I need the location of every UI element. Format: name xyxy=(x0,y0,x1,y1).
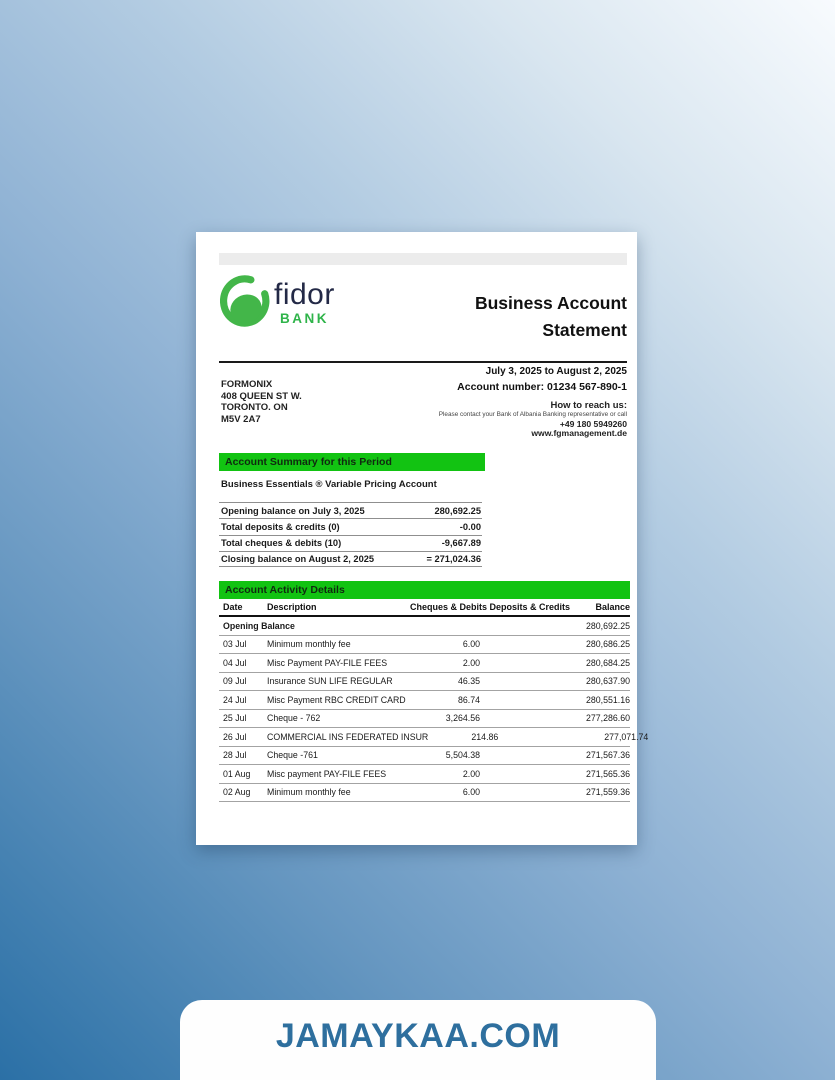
document-title: Business Account Statement xyxy=(475,290,627,343)
transaction-balance: 280,684.25 xyxy=(585,657,630,668)
header-divider xyxy=(219,361,627,363)
account-summary-table: Opening balance on July 3, 2025 280,692.… xyxy=(219,502,482,568)
transaction-debit: 5,504.38 xyxy=(445,750,480,761)
contact-note: Please contact your Bank of Albania Bank… xyxy=(438,411,627,418)
transaction-description: Misc payment PAY-FILE FEES xyxy=(267,768,387,779)
transaction-row: 03 Jul Minimum monthly fee 6.00 280,686.… xyxy=(219,636,630,654)
transaction-description: Minimum monthly fee xyxy=(267,639,351,650)
statement-period: July 3, 2025 to August 2, 2025 xyxy=(485,366,627,377)
transaction-row: 02 Aug Minimum monthly fee 6.00 271,559.… xyxy=(219,784,630,802)
summary-row: Total deposits & credits (0) -0.00 xyxy=(219,518,482,534)
document-title-line2: Statement xyxy=(542,319,627,340)
document-title-line1: Business Account xyxy=(474,293,627,313)
transaction-date: 09 Jul xyxy=(223,676,247,687)
transaction-row: 28 Jul Cheque -761 5,504.38 271,567.36 xyxy=(219,747,630,765)
transaction-date: 25 Jul xyxy=(223,713,247,724)
watermark-text: JAMAYKAA.COM xyxy=(275,1017,561,1055)
transaction-row: 24 Jul Misc Payment RBC CREDIT CARD 86.7… xyxy=(219,691,630,710)
transaction-debit: 46.35 xyxy=(457,676,480,687)
summary-row: Opening balance on July 3, 2025 280,692.… xyxy=(219,502,482,518)
transaction-row: 04 Jul Misc Payment PAY-FILE FEES 2.00 2… xyxy=(219,654,630,673)
transaction-date: 28 Jul xyxy=(223,750,247,761)
recipient-name: FORMONIX xyxy=(221,379,273,390)
summary-row-value: -0.00 xyxy=(459,521,481,532)
contact-block: How to reach us: Please contact your Ban… xyxy=(439,400,627,439)
fidor-logo-icon xyxy=(220,275,270,327)
transaction-debit: 2.00 xyxy=(462,768,480,779)
summary-row-label: Total cheques & debits (10) xyxy=(221,538,342,549)
account-number: Account number: 01234 567-890-1 xyxy=(457,381,627,393)
transaction-debit: 2.00 xyxy=(462,657,480,668)
summary-row-label: Total deposits & credits (0) xyxy=(221,521,340,532)
transaction-balance: 271,559.36 xyxy=(585,787,630,798)
summary-row-label: Closing balance on August 2, 2025 xyxy=(221,554,375,565)
transaction-date: 01 Aug xyxy=(223,768,251,779)
transaction-description: Misc Payment RBC CREDIT CARD xyxy=(267,694,406,705)
contact-website: www.fgmanagement.de xyxy=(531,428,627,438)
summary-row: Total cheques & debits (10) -9,667.89 xyxy=(219,534,482,551)
transaction-balance: 271,567.36 xyxy=(585,750,630,761)
transaction-description: Cheque -761 xyxy=(267,750,318,761)
transaction-debit: 6.00 xyxy=(462,787,480,798)
col-date: Date xyxy=(223,602,243,612)
transaction-balance: 277,286.60 xyxy=(585,713,630,724)
transaction-row: 09 Jul Insurance SUN LIFE REGULAR 46.35 … xyxy=(219,673,630,691)
bank-statement-page: fidor BANK Business Account Statement Ju… xyxy=(196,232,648,845)
opening-balance-row: Opening Balance 280,692.25 xyxy=(219,617,630,636)
transaction-row: 26 Jul COMMERCIAL INS FEDERATED INSUR 21… xyxy=(219,728,648,747)
transaction-balance: 280,637.90 xyxy=(585,676,630,687)
recipient-city: TORONTO. ON xyxy=(221,402,288,413)
col-debits: Cheques & Debits xyxy=(410,602,488,612)
transaction-balance: 280,686.25 xyxy=(585,639,630,650)
recipient-street: 408 QUEEN ST W. xyxy=(221,390,302,402)
transaction-row: 25 Jul Cheque - 762 3,264.56 277,286.60 xyxy=(219,710,630,728)
transaction-date: 26 Jul xyxy=(223,731,247,742)
transaction-description: COMMERCIAL INS FEDERATED INSUR xyxy=(267,731,429,742)
opening-balance-label: Opening Balance xyxy=(223,620,295,631)
activity-rows: 03 Jul Minimum monthly fee 6.00 280,686.… xyxy=(219,636,648,802)
transaction-debit: 214.86 xyxy=(471,731,499,742)
account-activity-heading: Account Activity Details xyxy=(219,581,630,599)
transaction-date: 03 Jul xyxy=(223,639,247,650)
account-activity-table: Date Description Cheques & Debits Deposi… xyxy=(219,599,648,802)
transaction-description: Misc Payment PAY-FILE FEES xyxy=(267,657,388,668)
transaction-debit: 86.74 xyxy=(457,694,480,705)
contact-phone: +49 180 5949260 xyxy=(559,418,627,429)
summary-row-value: = 271,024.36 xyxy=(426,554,481,565)
transaction-date: 02 Aug xyxy=(223,787,251,798)
transaction-date: 24 Jul xyxy=(223,694,247,705)
watermark-box: JAMAYKAA.COM xyxy=(180,1000,656,1080)
opening-balance-value: 280,692.25 xyxy=(585,620,630,631)
transaction-debit: 3,264.56 xyxy=(445,713,480,724)
summary-row-label: Opening balance on July 3, 2025 xyxy=(221,505,365,516)
transaction-balance: 271,565.36 xyxy=(585,768,630,779)
bank-name: fidor xyxy=(274,278,335,311)
col-description: Description xyxy=(267,602,317,612)
transaction-row: 01 Aug Misc payment PAY-FILE FEES 2.00 2… xyxy=(219,765,630,784)
recipient-postal: M5V 2A7 xyxy=(221,413,261,425)
summary-row-value: 280,692.25 xyxy=(434,505,481,516)
account-type: Business Essentials ® Variable Pricing A… xyxy=(221,479,437,490)
col-balance: Balance xyxy=(595,602,630,612)
recipient-address-block: FORMONIX 408 QUEEN ST W. TORONTO. ON M5V… xyxy=(221,379,302,425)
contact-heading: How to reach us: xyxy=(550,400,627,411)
account-summary-heading: Account Summary for this Period xyxy=(219,453,485,471)
col-credits: Deposits & Credits xyxy=(489,602,570,612)
transaction-balance: 277,071.74 xyxy=(604,731,649,742)
transaction-balance: 280,551.16 xyxy=(585,694,630,705)
fidor-bank-logo: fidor BANK xyxy=(220,272,380,334)
transaction-description: Minimum monthly fee xyxy=(267,787,351,798)
summary-row-value: -9,667.89 xyxy=(441,538,481,549)
transaction-description: Cheque - 762 xyxy=(267,713,321,724)
transaction-description: Insurance SUN LIFE REGULAR xyxy=(267,676,393,687)
transaction-date: 04 Jul xyxy=(223,657,247,668)
bank-subtitle: BANK xyxy=(280,311,329,326)
header-gray-bar xyxy=(219,253,627,265)
transaction-debit: 6.00 xyxy=(462,639,480,650)
activity-table-header: Date Description Cheques & Debits Deposi… xyxy=(219,599,630,617)
summary-row: Closing balance on August 2, 2025 = 271,… xyxy=(219,550,482,568)
